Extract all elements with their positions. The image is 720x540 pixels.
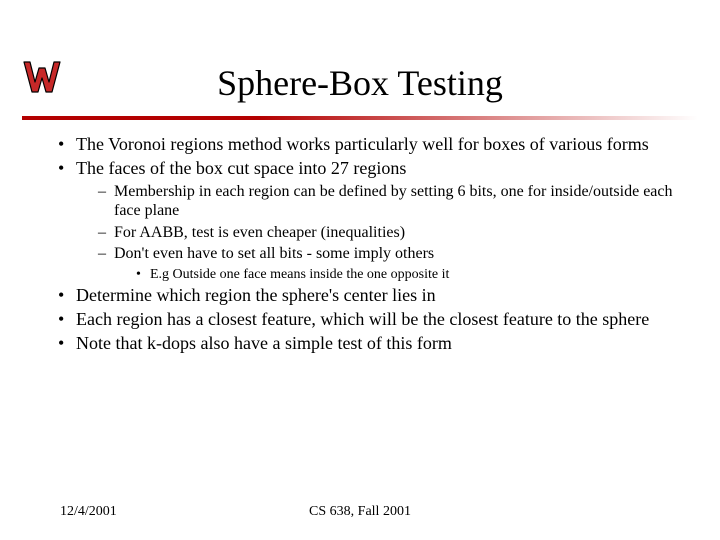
slide: Sphere-Box Testing The Voronoi regions m… — [0, 0, 720, 540]
bullet-item: Each region has a closest feature, which… — [58, 309, 690, 331]
bullet-list: The Voronoi regions method works particu… — [30, 134, 690, 355]
bullet-item: The Voronoi regions method works particu… — [58, 134, 690, 156]
sub-bullet-item: Membership in each region can be defined… — [98, 182, 690, 221]
bullet-item: Determine which region the sphere's cent… — [58, 285, 690, 307]
subsub-bullet-item: E.g Outside one face means inside the on… — [136, 266, 690, 283]
slide-title: Sphere-Box Testing — [0, 0, 720, 112]
wisconsin-w-logo — [22, 58, 70, 103]
sub-bullet-text: Don't even have to set all bits - some i… — [114, 245, 434, 262]
slide-body: The Voronoi regions method works particu… — [0, 120, 720, 355]
subsub-bullet-list: E.g Outside one face means inside the on… — [114, 266, 690, 283]
sub-bullet-item: Don't even have to set all bits - some i… — [98, 244, 690, 283]
sub-bullet-list: Membership in each region can be defined… — [76, 182, 690, 283]
bullet-item: The faces of the box cut space into 27 r… — [58, 158, 690, 283]
footer-course: CS 638, Fall 2001 — [0, 504, 720, 520]
bullet-item: Note that k-dops also have a simple test… — [58, 333, 690, 355]
bullet-text: The faces of the box cut space into 27 r… — [76, 158, 406, 178]
sub-bullet-item: For AABB, test is even cheaper (inequali… — [98, 223, 690, 243]
